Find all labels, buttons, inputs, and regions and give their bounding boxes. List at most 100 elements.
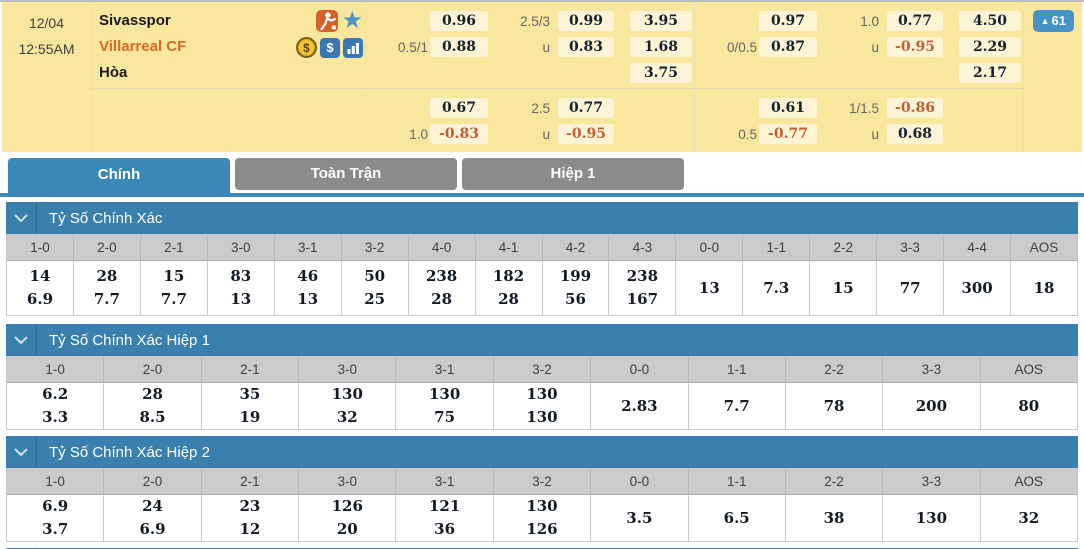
odds-value[interactable]: 78 bbox=[823, 396, 845, 415]
odds-value[interactable]: 15 bbox=[832, 278, 854, 297]
odds-value[interactable]: 23 bbox=[239, 497, 261, 515]
odds-value[interactable]: 6.9 bbox=[139, 520, 166, 538]
odds-value[interactable]: 28 bbox=[96, 267, 118, 285]
odds-value[interactable]: 130 bbox=[331, 385, 363, 403]
odds-value[interactable]: 0.83 bbox=[558, 37, 614, 57]
odds-value[interactable]: 238 bbox=[626, 267, 659, 285]
odds-value[interactable]: 13 bbox=[698, 278, 720, 297]
odds-value[interactable]: 6.9 bbox=[42, 497, 69, 515]
odds-value[interactable]: 50 bbox=[364, 267, 386, 285]
odds-value[interactable]: 126 bbox=[331, 497, 363, 515]
score-column-header: 3-1 bbox=[396, 468, 494, 494]
odds-value[interactable]: 0.88 bbox=[430, 37, 488, 57]
odds-value[interactable]: 3.7 bbox=[42, 520, 69, 538]
odds-value[interactable]: -0.95 bbox=[558, 124, 614, 144]
odds-value[interactable]: 130 bbox=[526, 497, 558, 515]
odds-value[interactable]: 13 bbox=[297, 290, 319, 308]
home-team-name[interactable]: Sivasspor bbox=[99, 12, 171, 29]
odds-value[interactable]: 6.5 bbox=[723, 508, 750, 527]
odds-value[interactable]: 14 bbox=[29, 267, 51, 285]
odds-value[interactable]: 0.77 bbox=[887, 11, 943, 31]
odds-value[interactable]: 46 bbox=[297, 267, 319, 285]
coin-dollar-icon[interactable]: $ bbox=[296, 37, 317, 58]
more-bets-badge[interactable]: ▲ 61 bbox=[1032, 10, 1074, 32]
odds-value[interactable]: 15 bbox=[163, 267, 185, 285]
odds-value[interactable]: 13 bbox=[230, 290, 252, 308]
odds-value[interactable]: 0.99 bbox=[558, 11, 614, 31]
odds-value[interactable]: 3.95 bbox=[630, 11, 692, 31]
odds-value[interactable]: 25 bbox=[364, 290, 386, 308]
odds-value[interactable]: 130 bbox=[915, 508, 948, 527]
odds-value[interactable]: 238 bbox=[425, 267, 458, 285]
tab-hiệp-1[interactable]: Hiệp 1 bbox=[462, 158, 684, 190]
score-column-header: 1-0 bbox=[7, 234, 74, 260]
odds-value[interactable]: 28 bbox=[431, 290, 453, 308]
odds-value[interactable]: 28 bbox=[498, 290, 519, 308]
odds-value[interactable]: 182 bbox=[492, 267, 525, 285]
odds-value[interactable]: 1.68 bbox=[630, 37, 692, 57]
odds-value[interactable]: 12 bbox=[239, 520, 261, 538]
odds-value[interactable]: 0.87 bbox=[759, 37, 817, 57]
odds-value[interactable]: -0.95 bbox=[887, 37, 943, 57]
odds-value[interactable]: 167 bbox=[626, 290, 659, 308]
odds-value[interactable]: 4.50 bbox=[959, 11, 1021, 31]
odds-value[interactable]: 7.3 bbox=[763, 278, 790, 297]
odds-value[interactable]: -0.83 bbox=[430, 124, 488, 144]
section-header[interactable]: Tỷ Số Chính Xác Hiệp 1 bbox=[6, 324, 1078, 356]
odds-value[interactable]: 7.7 bbox=[723, 396, 750, 415]
away-team-name[interactable]: Villarreal CF bbox=[99, 38, 187, 55]
score-column-header: 3-0 bbox=[299, 468, 397, 494]
odds-value[interactable]: 3.3 bbox=[42, 408, 69, 426]
odds-value[interactable]: 83 bbox=[230, 267, 252, 285]
odds-value[interactable]: 6.9 bbox=[26, 290, 54, 308]
odds-value[interactable]: 0.97 bbox=[759, 11, 817, 31]
odds-value[interactable]: 0.77 bbox=[558, 98, 614, 118]
odds-value[interactable]: 2.17 bbox=[959, 63, 1021, 83]
odds-value[interactable]: 3.75 bbox=[630, 63, 692, 83]
odds-value[interactable]: 300 bbox=[961, 278, 993, 297]
tab-toàn-trận[interactable]: Toàn Trận bbox=[235, 158, 457, 190]
odds-value[interactable]: 28 bbox=[142, 385, 163, 403]
odds-value[interactable]: 0.67 bbox=[430, 98, 488, 118]
odds-value[interactable]: 3.5 bbox=[626, 508, 653, 527]
dollar-square-icon[interactable]: $ bbox=[320, 37, 340, 58]
odds-value[interactable]: 75 bbox=[434, 408, 456, 426]
odds-value[interactable]: 56 bbox=[565, 290, 586, 308]
odds-value[interactable]: 35 bbox=[239, 385, 261, 403]
more-bets-count: 61 bbox=[1051, 13, 1066, 28]
odds-value[interactable]: 20 bbox=[336, 520, 358, 538]
odds-value[interactable]: 36 bbox=[434, 520, 456, 538]
odds-value[interactable]: 32 bbox=[336, 408, 358, 426]
odds-value[interactable]: 0.68 bbox=[887, 124, 943, 144]
odds-value[interactable]: 19 bbox=[239, 408, 261, 426]
soccer-player-icon[interactable] bbox=[316, 10, 339, 32]
odds-value[interactable]: 2.29 bbox=[959, 37, 1021, 57]
odds-value[interactable]: 2.83 bbox=[621, 396, 658, 415]
odds-value[interactable]: 77 bbox=[899, 278, 921, 297]
odds-value[interactable]: 18 bbox=[1033, 278, 1055, 297]
odds-value[interactable]: 130 bbox=[428, 385, 461, 403]
stats-bars-icon[interactable] bbox=[343, 37, 363, 58]
odds-value[interactable]: 8.5 bbox=[139, 408, 166, 426]
odds-value[interactable]: -0.77 bbox=[759, 124, 817, 144]
odds-value[interactable]: 199 bbox=[559, 267, 592, 285]
odds-value[interactable]: 0.96 bbox=[430, 11, 488, 31]
section-header[interactable]: Tỷ Số Chính Xác Hiệp 2 bbox=[6, 436, 1078, 468]
odds-value[interactable]: 38 bbox=[823, 508, 845, 527]
tab-chính[interactable]: Chính bbox=[8, 158, 230, 197]
odds-value[interactable]: 7.7 bbox=[93, 290, 120, 308]
odds-value[interactable]: 32 bbox=[1018, 508, 1040, 527]
odds-value[interactable]: 80 bbox=[1018, 396, 1040, 415]
section-header[interactable]: Tỷ Số Chính Xác bbox=[6, 202, 1078, 234]
odds-value[interactable]: 7.7 bbox=[160, 290, 187, 308]
odds-value[interactable]: 6.2 bbox=[42, 385, 69, 403]
favorite-star-icon[interactable]: ★ bbox=[341, 7, 363, 34]
odds-value[interactable]: 126 bbox=[526, 520, 558, 538]
odds-value[interactable]: 130 bbox=[526, 385, 558, 403]
odds-value[interactable]: 121 bbox=[428, 497, 461, 515]
odds-value[interactable]: 0.61 bbox=[759, 98, 817, 118]
odds-value[interactable]: 24 bbox=[142, 497, 163, 515]
odds-value[interactable]: -0.86 bbox=[887, 98, 943, 118]
odds-value[interactable]: 200 bbox=[915, 396, 948, 415]
odds-value[interactable]: 130 bbox=[526, 408, 558, 426]
